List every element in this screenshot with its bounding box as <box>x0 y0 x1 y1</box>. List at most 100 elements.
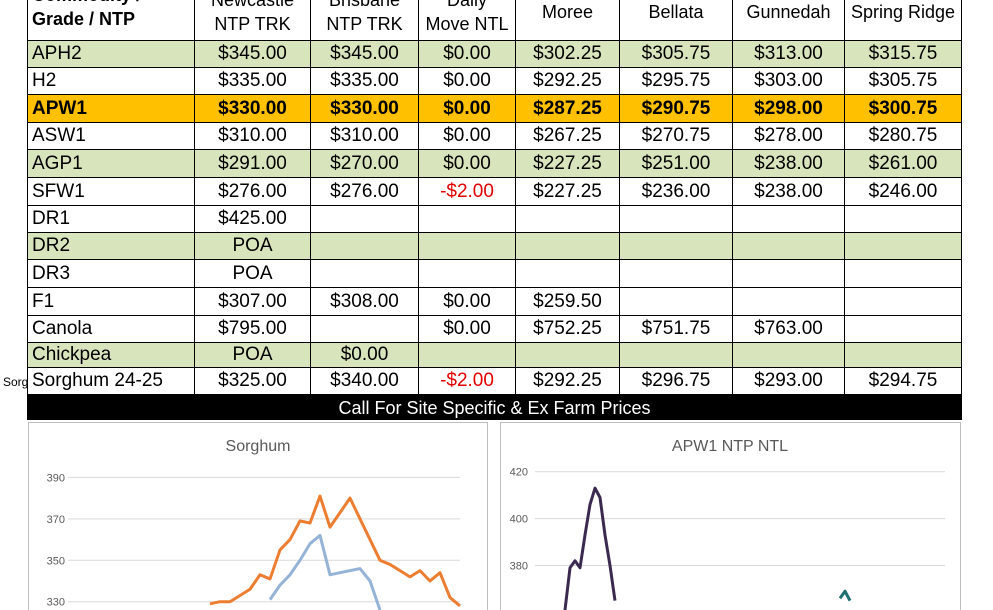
cell-text: Sorghum 24-25 <box>32 370 163 391</box>
row-label: F1 <box>27 288 195 316</box>
price-cell <box>733 343 845 368</box>
cell-text: $0.00 <box>443 97 491 119</box>
header-cell: BrisbaneNTP TRK <box>311 0 419 41</box>
price-cell: $0.00 <box>419 41 516 68</box>
price-cell: $227.25 <box>516 178 620 206</box>
header-text: Brisbane <box>329 0 400 12</box>
header-cell: Gunnedah <box>733 0 845 41</box>
price-cell <box>845 260 962 288</box>
price-cell: $308.00 <box>311 288 419 316</box>
cell-text: $763.00 <box>754 318 823 339</box>
cell-text: SFW1 <box>32 180 85 202</box>
cell-text: $251.00 <box>641 152 711 174</box>
row-label: AGP1 <box>27 150 195 178</box>
header-text: Gunnedah <box>746 1 831 22</box>
price-cell: $292.25 <box>516 68 620 95</box>
cell-text: $238.00 <box>754 180 823 202</box>
overflow-text: Sorg <box>3 375 29 389</box>
y-tick-label: 370 <box>47 514 65 526</box>
cell-text: $310.00 <box>330 125 399 146</box>
price-cell: $0.00 <box>419 95 516 123</box>
cell-text: POA <box>232 344 273 365</box>
price-cell: $330.00 <box>195 95 311 123</box>
y-tick-label: 400 <box>510 514 528 526</box>
price-cell: $290.75 <box>620 95 733 123</box>
row-label: H2 <box>27 68 195 95</box>
header-text: NTP TRK <box>326 13 403 34</box>
cell-text: $0.00 <box>443 43 491 64</box>
price-cell: $313.00 <box>733 41 845 68</box>
header-text: Commodity / <box>32 0 141 7</box>
cell-text: $307.00 <box>218 290 287 312</box>
data-line <box>209 494 461 608</box>
row-label: DR2 <box>27 233 195 260</box>
price-cell: $298.00 <box>733 95 845 123</box>
price-cell: -$2.00 <box>419 178 516 206</box>
price-cell: $335.00 <box>311 68 419 95</box>
price-cell <box>733 260 845 288</box>
price-cell <box>845 233 962 260</box>
price-cell <box>845 206 962 233</box>
cell-text: $278.00 <box>754 125 823 146</box>
price-cell <box>516 260 620 288</box>
header-cell: Bellata <box>620 0 733 41</box>
cell-text: $303.00 <box>754 70 823 91</box>
price-cell: POA <box>195 233 311 260</box>
cell-text: $310.00 <box>218 125 287 146</box>
cell-text: $330.00 <box>218 97 287 119</box>
cell-text: ASW1 <box>32 125 86 146</box>
cell-text: $313.00 <box>754 43 823 64</box>
price-cell: $325.00 <box>195 368 311 395</box>
cell-text: $238.00 <box>754 152 823 174</box>
cell-text: $270.75 <box>641 125 711 146</box>
price-cell: $305.75 <box>620 41 733 68</box>
cell-text: APH2 <box>32 43 82 64</box>
data-line <box>268 533 382 610</box>
header-cell: DailyMove NTL <box>419 0 516 41</box>
header-cell: Spring Ridge <box>845 0 962 41</box>
price-cell: $296.75 <box>620 368 733 395</box>
cell-text: $308.00 <box>330 290 399 312</box>
price-cell: $335.00 <box>195 68 311 95</box>
cell-text: $335.00 <box>330 70 399 91</box>
price-cell: $0.00 <box>311 343 419 368</box>
price-cell: $340.00 <box>311 368 419 395</box>
cell-text: $259.50 <box>533 290 602 312</box>
price-cell: $345.00 <box>311 41 419 68</box>
price-cell <box>620 343 733 368</box>
header-cell: Moree <box>516 0 620 41</box>
price-cell <box>845 343 962 368</box>
price-cell <box>311 260 419 288</box>
price-cell: $267.25 <box>516 123 620 150</box>
row-label: DR1 <box>27 206 195 233</box>
y-tick-label: 330 <box>47 597 65 609</box>
cell-text: $300.75 <box>868 97 938 119</box>
cell-text: $227.25 <box>533 180 602 202</box>
cell-text: $291.00 <box>218 152 287 174</box>
chart-title: Sorghum <box>226 438 291 455</box>
cell-text: $305.75 <box>641 43 711 64</box>
cell-text: $302.25 <box>533 43 602 64</box>
cell-text: $340.00 <box>330 370 399 391</box>
price-cell: $330.00 <box>311 95 419 123</box>
cell-text: Chickpea <box>32 344 112 365</box>
row-label: Chickpea <box>27 343 195 368</box>
cell-text: $292.25 <box>533 370 602 391</box>
price-cell: $280.75 <box>845 123 962 150</box>
price-cell: $227.25 <box>516 150 620 178</box>
cell-text: $270.00 <box>330 152 399 174</box>
header-text: Spring Ridge <box>850 1 956 22</box>
cell-text: $227.25 <box>533 152 602 174</box>
cell-text: $751.75 <box>641 318 711 339</box>
price-cell <box>620 233 733 260</box>
cell-text: $296.75 <box>641 370 711 391</box>
cell-text: H2 <box>32 70 57 91</box>
cell-text: $236.00 <box>641 180 711 202</box>
cell-text: $276.00 <box>218 180 287 202</box>
price-cell: $236.00 <box>620 178 733 206</box>
price-cell: $287.25 <box>516 95 620 123</box>
cell-text: DR1 <box>32 208 71 229</box>
price-cell: $261.00 <box>845 150 962 178</box>
